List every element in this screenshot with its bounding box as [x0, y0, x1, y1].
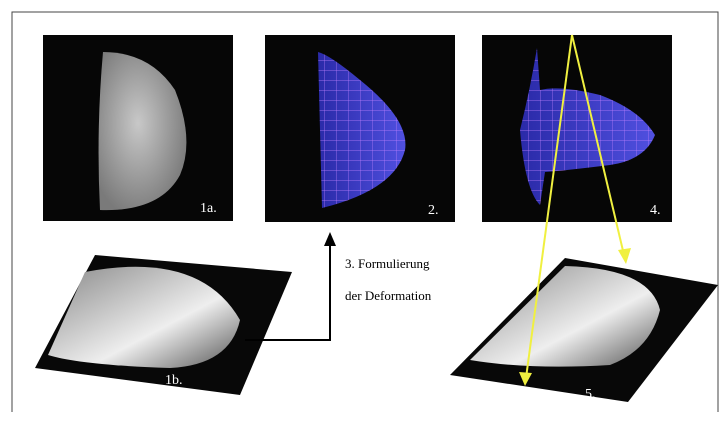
- panel-label: 5.: [585, 387, 596, 402]
- step-text: 3. Formulierung: [345, 256, 430, 271]
- frame: [11, 11, 719, 412]
- panel-label: 1a.: [200, 201, 217, 216]
- panel-label: 1b.: [165, 373, 183, 388]
- panel-label: 2.: [428, 203, 439, 218]
- panel-5: 5.: [450, 258, 718, 402]
- panel-1a: 1a.: [43, 35, 233, 221]
- panel-4: 4.: [482, 35, 672, 222]
- panel-1b: 1b.: [35, 255, 292, 395]
- step-text: der Deformation: [345, 288, 432, 303]
- panel-2: 2.: [265, 35, 455, 222]
- projection-arrows: [519, 34, 631, 386]
- arrow-step3: [245, 232, 336, 341]
- panel-label: 4.: [650, 203, 661, 218]
